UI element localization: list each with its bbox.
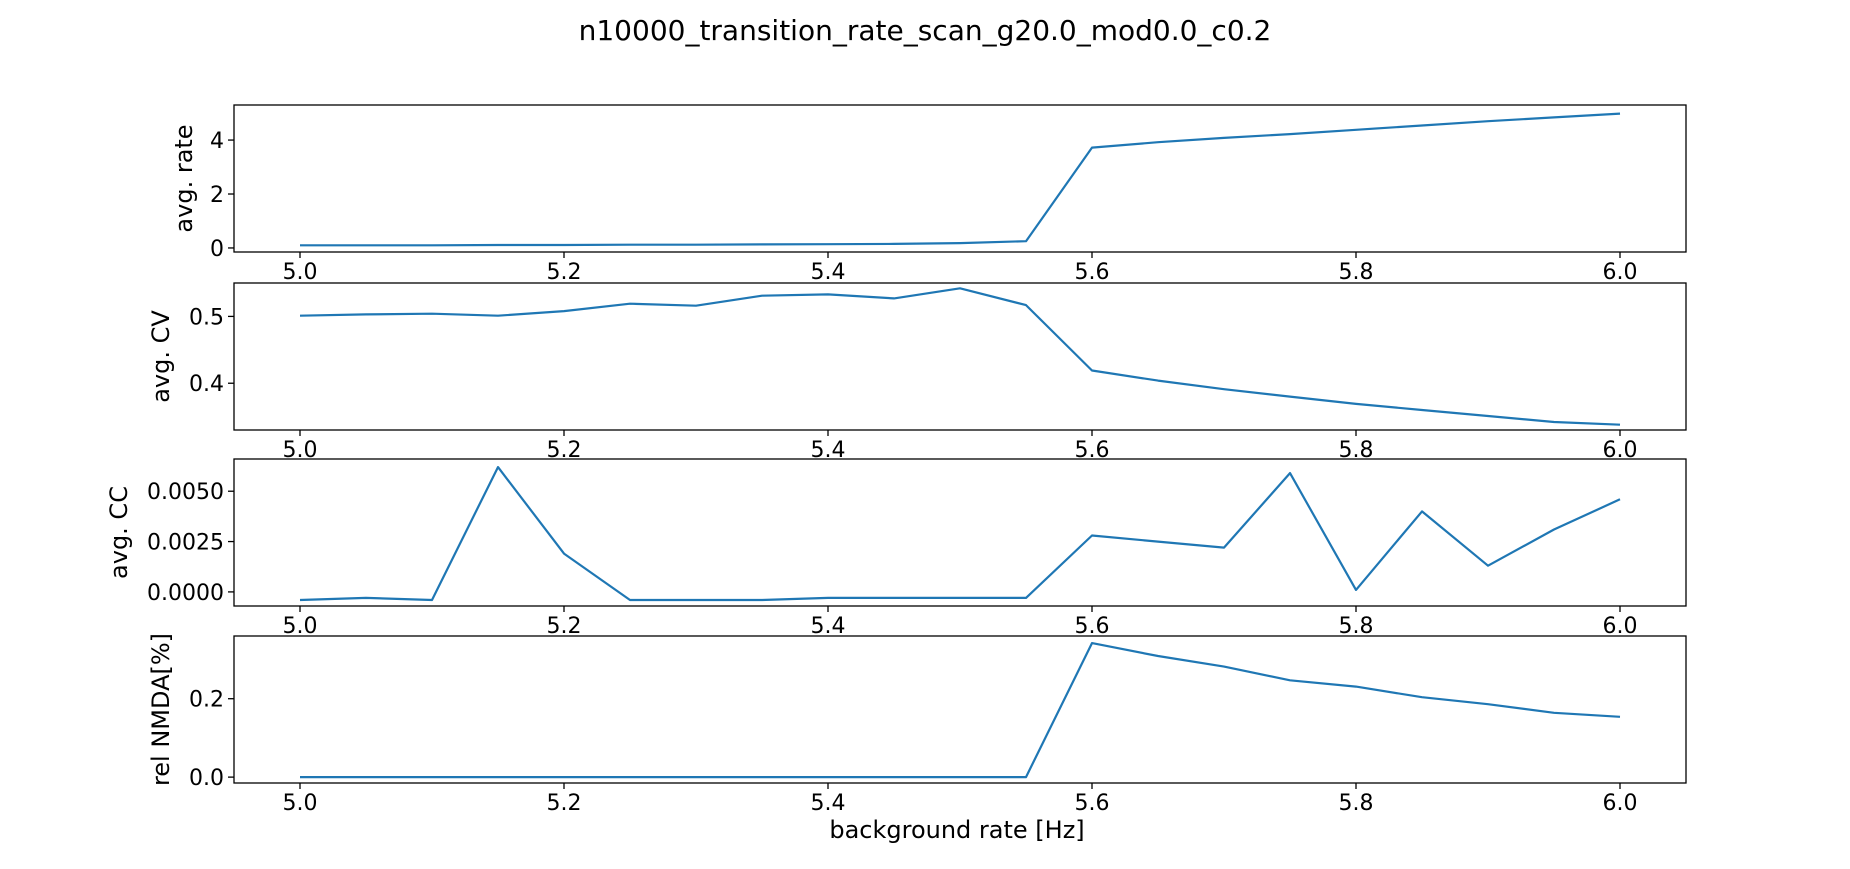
x-tick-label: 5.4: [811, 791, 846, 816]
x-tick-label: 5.2: [547, 614, 582, 639]
x-tick-label: 6.0: [1603, 614, 1638, 639]
x-tick-label: 6.0: [1603, 791, 1638, 816]
y-tick-label: 0.5: [189, 305, 224, 330]
x-tick-label: 5.8: [1339, 260, 1374, 285]
x-axis-label: background rate [Hz]: [829, 816, 1084, 844]
x-tick-label: 5.8: [1339, 791, 1374, 816]
x-tick-label: 5.2: [547, 791, 582, 816]
subplot-3: 5.0 5.2 5.4 5.6 5.8 6.0 0.0000 0.0025 0.0050 avg.…: [105, 458, 1687, 639]
x-tick-label: 5.6: [1075, 791, 1110, 816]
x-tick-label: 5.6: [1075, 614, 1110, 639]
x-tick-label: 5.8: [1339, 614, 1374, 639]
x-tick-label: 5.2: [547, 260, 582, 285]
y-tick-label: 4: [210, 129, 224, 154]
y-tick-label: 0.2: [189, 688, 224, 713]
subplot-4: 5.0 5.2 5.4 5.6 5.8 6.0 0.0 0.2 rel NMDA[%]: [147, 633, 1687, 816]
x-tick-label: 5.4: [811, 260, 846, 285]
axes-frame: [233, 635, 1687, 784]
x-tick-label: 5.0: [283, 791, 318, 816]
y-tick-label: 0.0025: [147, 531, 224, 556]
x-tick-label: 6.0: [1603, 260, 1638, 285]
y-axis-label: rel NMDA[%]: [147, 633, 175, 786]
x-tick-label: 5.0: [283, 260, 318, 285]
series-line: [300, 641, 1621, 779]
y-tick-label: 0.0: [189, 766, 224, 791]
y-axis-label: avg. CV: [147, 310, 175, 403]
y-tick-label: 0.4: [189, 372, 224, 397]
series-line: [299, 466, 1621, 602]
axes-frame: [233, 282, 1687, 431]
x-tick-label: 5.6: [1075, 260, 1110, 285]
y-tick-label: 0.0050: [147, 480, 224, 505]
y-tick-label: 2: [210, 183, 224, 208]
y-tick-label: 0.0000: [147, 581, 224, 606]
y-axis-label: avg. rate: [170, 124, 198, 232]
y-tick-label: 0: [210, 237, 224, 262]
series-line: [300, 112, 1621, 247]
series-line: [299, 287, 1621, 426]
y-axis-label: avg. CC: [105, 486, 133, 579]
x-tick-label: 5.4: [811, 614, 846, 639]
subplot-1: 5.0 5.2 5.4 5.6 5.8 6.0 0 2 4 avg. rate: [170, 104, 1687, 285]
figure-title: n10000_transition_rate_scan_g20.0_mod0.0…: [579, 14, 1272, 47]
x-tick-label: 5.0: [283, 614, 318, 639]
axes-frame: [233, 104, 1687, 253]
axes-frame: [233, 458, 1687, 607]
